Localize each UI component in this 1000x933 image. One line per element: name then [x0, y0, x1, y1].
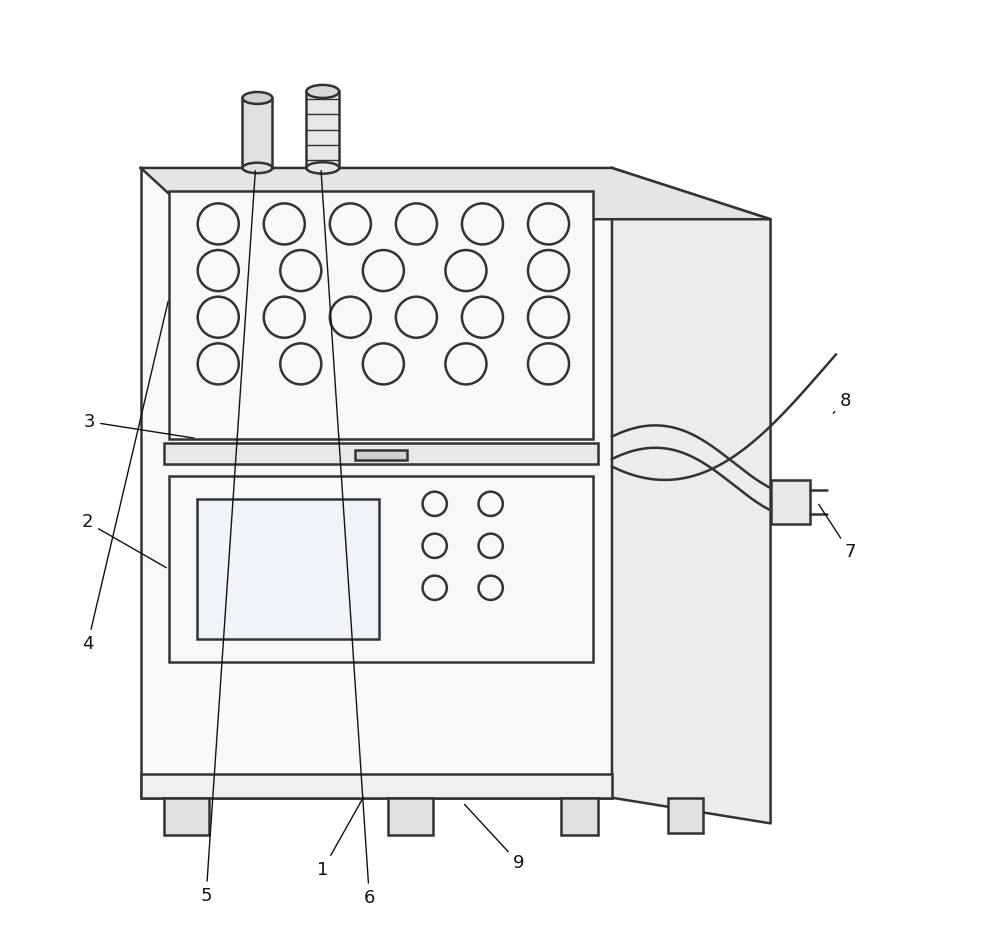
Bar: [164, 443, 598, 464]
Ellipse shape: [242, 92, 272, 104]
Bar: [141, 168, 612, 798]
Polygon shape: [612, 168, 771, 824]
Bar: [242, 98, 272, 168]
Ellipse shape: [306, 85, 339, 98]
Bar: [388, 798, 433, 835]
Bar: [141, 774, 612, 798]
Text: 9: 9: [465, 804, 524, 872]
Text: 8: 8: [833, 392, 851, 413]
Polygon shape: [141, 168, 771, 219]
Bar: [771, 480, 810, 524]
Bar: [169, 191, 593, 439]
Bar: [164, 798, 209, 835]
Text: 2: 2: [82, 513, 166, 568]
Bar: [668, 798, 703, 833]
Bar: [197, 499, 379, 639]
Text: 4: 4: [82, 301, 168, 653]
Bar: [355, 450, 407, 460]
Text: 6: 6: [321, 171, 375, 907]
Text: 3: 3: [84, 412, 194, 439]
Ellipse shape: [306, 162, 339, 174]
Text: 7: 7: [819, 504, 856, 562]
Bar: [306, 91, 339, 168]
Text: 1: 1: [317, 798, 363, 879]
Text: 5: 5: [200, 171, 255, 905]
Ellipse shape: [242, 162, 272, 174]
Bar: [561, 798, 598, 835]
Bar: [169, 476, 593, 662]
